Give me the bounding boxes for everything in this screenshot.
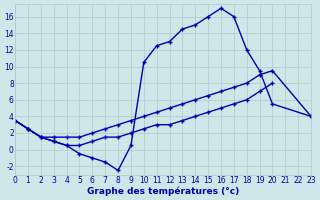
X-axis label: Graphe des températures (°c): Graphe des températures (°c)	[87, 186, 239, 196]
